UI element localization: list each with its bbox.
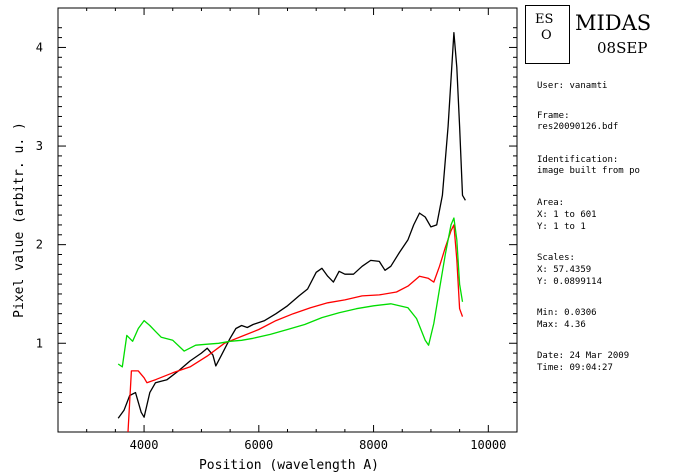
y-axis-title: Pixel value (arbitr. u. ) xyxy=(12,122,27,318)
ident-label: Identification: xyxy=(537,155,619,165)
scales-label: Scales: xyxy=(537,253,575,263)
x-tick-label: 6000 xyxy=(244,438,273,452)
eso-logo-sub: O xyxy=(541,28,552,43)
date-value: Date: 24 Mar 2009 xyxy=(537,351,630,361)
frame-label: Frame: xyxy=(537,111,570,121)
user-line: User: vanamti xyxy=(537,81,607,91)
y-tick-label: 4 xyxy=(36,40,43,54)
eso-logo: ES O xyxy=(525,5,570,64)
midas-logo: ES O MIDAS 08SEP xyxy=(525,5,674,64)
series-line-1 xyxy=(117,32,466,419)
midas-title: MIDAS xyxy=(575,11,652,35)
series-line-3 xyxy=(117,217,464,368)
info-panel: ES O MIDAS 08SEP User: vanamti Frame: re… xyxy=(525,5,674,465)
eso-logo-text: ES xyxy=(535,12,554,27)
series-line-2 xyxy=(127,224,464,433)
x-axis-title: Position (wavelength A) xyxy=(199,458,379,473)
y-tick-label: 2 xyxy=(36,238,43,252)
scales-x: X: 57.4359 xyxy=(537,265,592,275)
area-x: X: 1 to 601 xyxy=(537,210,597,220)
area-label: Area: xyxy=(537,198,565,208)
x-tick-label: 4000 xyxy=(130,438,159,452)
plot-frame xyxy=(57,7,518,433)
ident-value: image built from po xyxy=(537,166,640,176)
x-tick-label: 10000 xyxy=(470,438,506,452)
time-value: Time: 09:04:27 xyxy=(537,363,613,373)
max-value: Max: 4.36 xyxy=(537,320,586,330)
y-tick-label: 1 xyxy=(36,336,43,350)
midas-date-code: 08SEP xyxy=(597,39,648,57)
scales-y: Y: 0.0899114 xyxy=(537,277,603,287)
frame-value: res20090126.bdf xyxy=(537,122,619,132)
y-tick-label: 3 xyxy=(36,139,43,153)
x-tick-label: 8000 xyxy=(359,438,388,452)
user-value: vanamti xyxy=(569,81,608,91)
area-y: Y: 1 to 1 xyxy=(537,222,586,232)
user-label: User: xyxy=(537,81,565,91)
min-value: Min: 0.0306 xyxy=(537,308,597,318)
